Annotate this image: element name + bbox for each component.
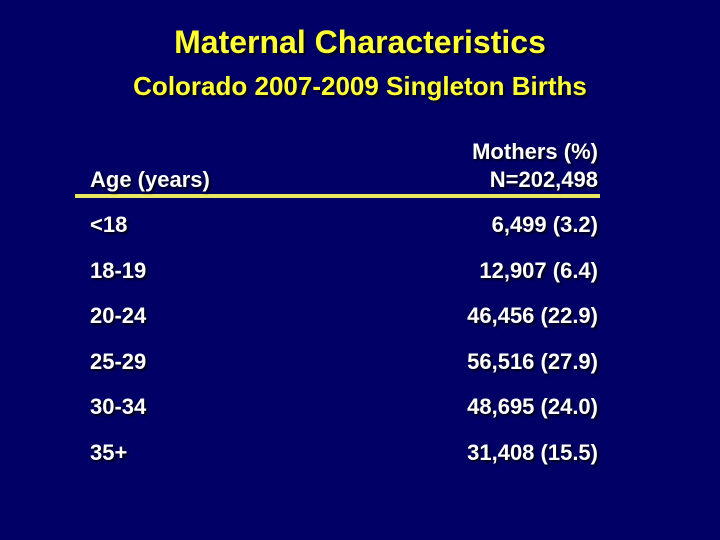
table-row: 20-24 46,456 (22.9)	[75, 304, 600, 350]
table-row: 35+ 31,408 (15.5)	[75, 439, 600, 487]
age-cell: 35+	[90, 439, 128, 465]
age-cell: 30-34	[90, 394, 147, 419]
slide-subtitle: Colorado 2007-2009 Singleton Births	[133, 71, 587, 101]
value-cell: 56,516 (27.9)	[467, 348, 598, 374]
column-header-n-total: N=202,498	[489, 167, 598, 192]
value-cell: 46,456 (22.9)	[467, 303, 598, 328]
column-header-mothers: Mothers (%)	[472, 139, 598, 164]
age-cell: 25-29	[90, 348, 147, 374]
table-header: Age (years) Mothers (%) N=202,498	[75, 138, 600, 194]
value-cell: 12,907 (6.4)	[479, 257, 598, 283]
value-cell: 6,499 (3.2)	[491, 212, 598, 237]
column-header-age: Age (years)	[90, 167, 210, 192]
value-cell: 31,408 (15.5)	[467, 439, 598, 465]
slide-title: Maternal Characteristics	[174, 24, 546, 60]
column-header-mothers-group: Mothers (%) N=202,498	[472, 138, 598, 194]
table-row: <18 6,499 (3.2)	[75, 213, 600, 259]
table-row: 25-29 56,516 (27.9)	[75, 348, 600, 396]
value-cell: 48,695 (24.0)	[467, 394, 598, 419]
maternal-age-table: Age (years) Mothers (%) N=202,498 <18 6,…	[75, 138, 600, 486]
header-underline	[75, 194, 600, 198]
table-body: <18 6,499 (3.2) 18-19 12,907 (6.4) 20-24…	[75, 213, 600, 486]
table-row: 18-19 12,907 (6.4)	[75, 257, 600, 305]
age-cell: 20-24	[90, 303, 147, 328]
age-cell: 18-19	[90, 257, 147, 283]
age-cell: <18	[90, 212, 128, 237]
table-row: 30-34 48,695 (24.0)	[75, 395, 600, 441]
